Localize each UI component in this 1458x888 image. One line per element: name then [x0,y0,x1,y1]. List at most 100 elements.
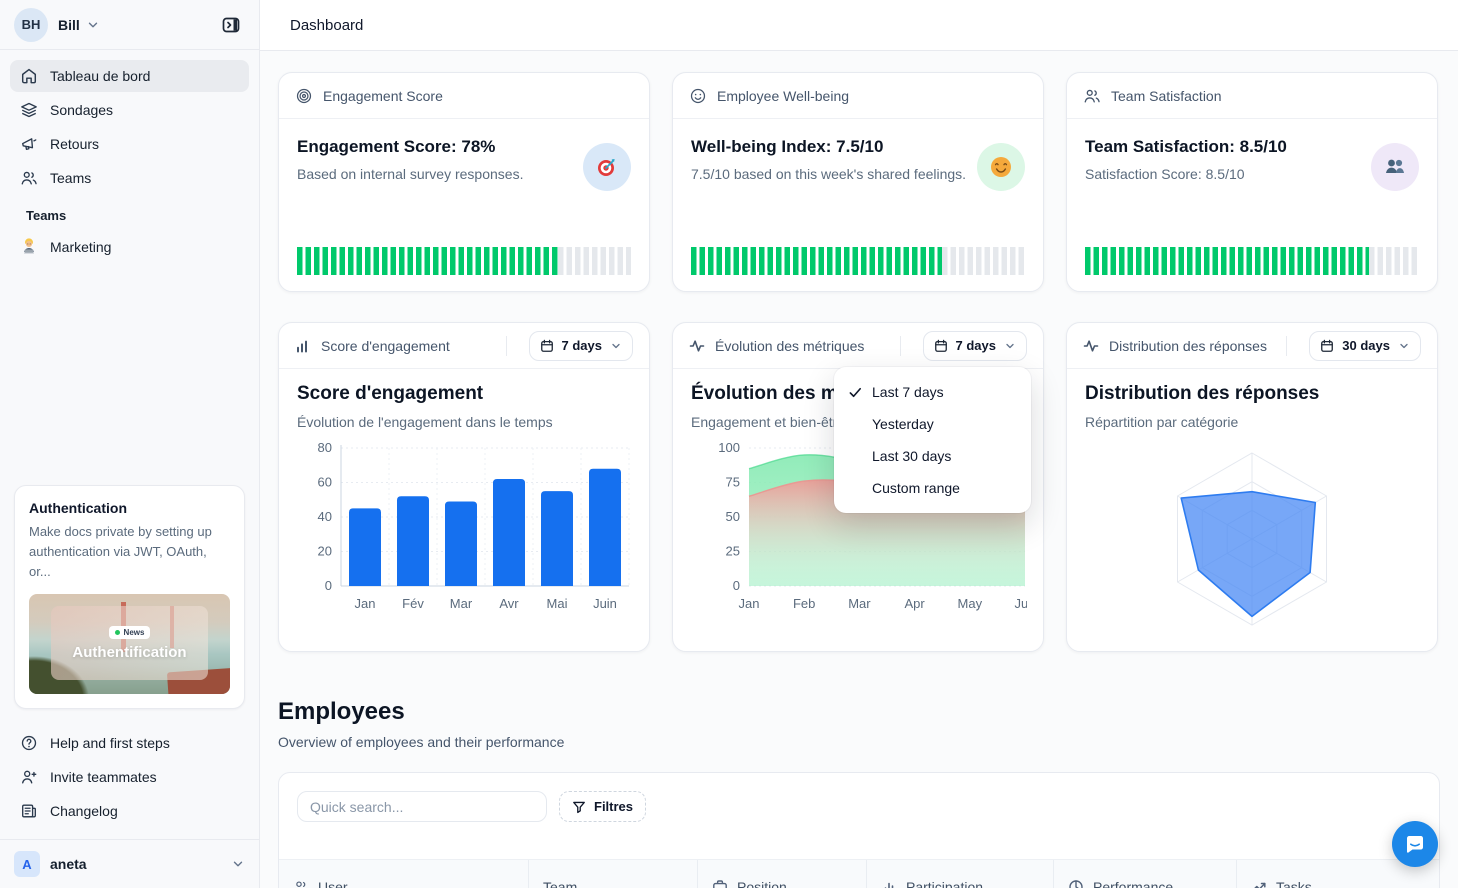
date-range-button[interactable]: 7 days [922,330,1027,361]
chart-card-header-label: Évolution des métriques [715,337,865,354]
column-header-participation[interactable]: Participation [867,860,1054,888]
column-header-label: Position [737,879,787,888]
column-header-user[interactable]: User [279,860,529,888]
dropdown-item-yesterday[interactable]: Yesterday [834,408,1031,440]
svg-text:60: 60 [318,475,332,490]
sidebar-item-label: Tableau de bord [50,68,151,84]
sidebar-nav: Tableau de bord Sondages Retours Teams [0,50,259,265]
promo-card-authentication[interactable]: Authentication Make docs private by sett… [14,484,245,709]
svg-text:Fév: Fév [402,596,424,611]
bar-chart-icon [881,879,897,888]
promo-overlay-title: Authentification [72,643,187,661]
progress-filled [691,247,942,275]
sidebar-item-surveys[interactable]: Sondages [10,94,249,126]
stat-card-body: Team Satisfaction: 8.5/10 Satisfaction S… [1067,119,1437,247]
help-circle-icon [20,734,38,752]
stat-cards-row: Engagement Score Engagement Score: 78% B… [278,72,1440,292]
stat-card-header-label: Employee Well-being [717,87,850,104]
search-input[interactable] [297,791,547,822]
changelog-icon [20,802,38,820]
sidebar-item-label: Teams [50,170,92,186]
column-header-performance[interactable]: Performance [1054,860,1237,888]
sidebar-item-feedback[interactable]: Retours [10,128,249,160]
chart-card-metrics-evolution: Évolution des métriques 7 days [672,322,1044,652]
check-spacer [846,415,864,433]
stat-subtitle: Based on internal survey responses. [297,166,524,182]
sidebar-item-teams[interactable]: Teams [10,162,249,194]
progress-filled [297,247,558,275]
progress-bar [691,247,1025,275]
stat-card-body: Well-being Index: 7.5/10 7.5/10 based on… [673,119,1043,247]
sidebar-item-dashboard[interactable]: Tableau de bord [10,60,249,92]
sidebar-item-label: Invite teammates [50,769,157,785]
stat-subtitle: 7.5/10 based on this week's shared feeli… [691,166,967,182]
svg-text:Avr: Avr [499,596,519,611]
workspace-avatar: A [14,851,40,877]
chevron-down-icon [1398,340,1410,352]
column-header-position[interactable]: Position [698,860,867,888]
chart-card-header: Évolution des métriques 7 days [673,323,1043,369]
divider [505,335,507,356]
sidebar-item-help[interactable]: Help and first steps [10,727,249,759]
chart-card-header-label: Score d'engagement [321,337,450,354]
divider [1286,335,1288,356]
stat-card-header: Team Satisfaction [1067,73,1437,119]
stat-card-wellbeing: Employee Well-being Well-being Index: 7.… [672,72,1044,292]
smiling-face-emoji [977,143,1025,191]
avatar[interactable]: BH [14,7,48,42]
column-header-team[interactable]: Team [529,860,698,888]
progress-filled [1085,247,1369,275]
sidebar-item-invite[interactable]: Invite teammates [10,761,249,793]
dropdown-item-custom-range[interactable]: Custom range [834,472,1031,504]
chevron-down-icon [1004,340,1016,352]
chart-card-engagement-score: Score d'engagement 7 days [278,322,650,652]
svg-text:Apr: Apr [904,596,925,611]
date-range-dropdown: Last 7 days Yesterday Last 30 days [834,367,1031,513]
svg-text:May: May [958,596,983,611]
promo-image-golden-gate[interactable]: News Authentification [29,594,230,694]
intercom-chat-button[interactable] [1392,821,1438,867]
progress-empty [557,247,631,275]
sidebar-section-teams-label: Teams [26,208,67,223]
busts-emoji [1371,143,1419,191]
chart-card-header: Score d'engagement 7 days [279,323,649,369]
stat-card-engagement: Engagement Score Engagement Score: 78% B… [278,72,650,292]
promo-overlay-card: News Authentification [51,606,208,680]
progress-empty [941,247,1025,275]
layers-icon [20,101,38,119]
svg-text:25: 25 [726,544,740,559]
chart-card-header-label: Distribution des réponses [1109,337,1267,354]
sidebar-item-team-marketing[interactable]: Marketing [10,231,249,263]
check-spacer [846,447,864,465]
chart-cards-row: Score d'engagement 7 days [278,322,1440,652]
chart-title: Score d'engagement [297,383,484,404]
check-icon [846,383,864,401]
engagement-bar-chart: 0 20 40 60 80 Jan Fév Mar Avr Mai Juin [318,440,630,611]
table-header-row: User Team Position [279,859,1439,888]
chevron-down-icon[interactable] [86,18,100,32]
user-name[interactable]: Bill [58,16,80,33]
divider [0,839,259,840]
workspace-switcher[interactable]: A aneta [0,840,259,888]
dropdown-item-last-7-days[interactable]: Last 7 days [834,376,1031,408]
collapse-sidebar-button[interactable] [215,9,247,41]
svg-text:50: 50 [726,509,740,524]
dropdown-item-last-30-days[interactable]: Last 30 days [834,440,1031,472]
content: Engagement Score Engagement Score: 78% B… [260,51,1458,888]
chat-bubble-icon [1403,832,1427,856]
bar-chart-icon [295,338,311,354]
column-header-label: Tasks [1276,879,1312,888]
briefcase-icon [712,879,728,888]
calendar-icon [540,339,554,353]
svg-text:Mai: Mai [547,596,568,611]
calendar-icon [1320,339,1334,353]
date-range-button[interactable]: 30 days [1309,330,1421,361]
date-range-button[interactable]: 7 days [528,330,633,361]
sidebar: BH Bill Tableau de bord [0,0,260,888]
sidebar-item-changelog[interactable]: Changelog [10,795,249,827]
promo-title: Authentication [29,499,127,516]
filters-button[interactable]: Filtres [559,791,647,822]
sidebar-item-label: Marketing [50,239,112,255]
sidebar-header: BH Bill [0,0,259,50]
svg-text:40: 40 [318,509,332,524]
